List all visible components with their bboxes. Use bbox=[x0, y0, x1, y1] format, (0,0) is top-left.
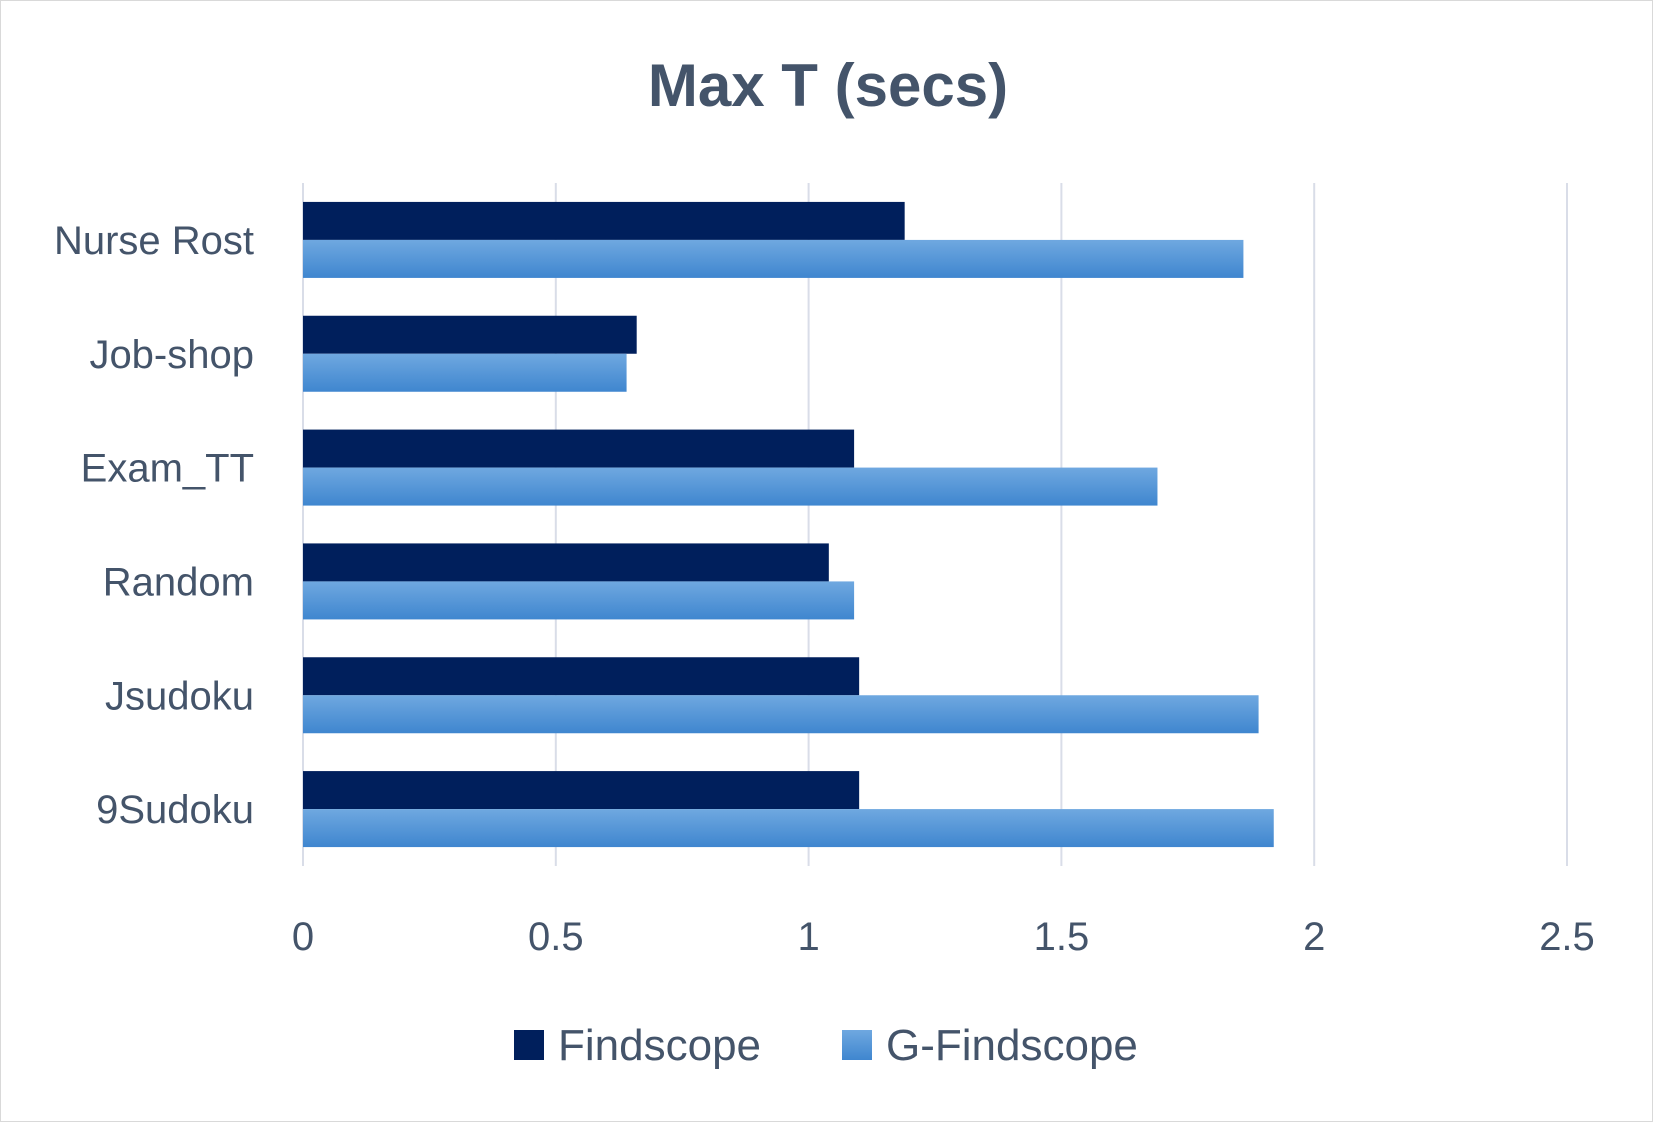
legend-label-g-findscope: G-Findscope bbox=[886, 1021, 1138, 1070]
x-tick-label-2-5: 2.5 bbox=[1539, 915, 1595, 959]
legend-label-findscope: Findscope bbox=[558, 1021, 761, 1070]
bar-g-findscope-9sudoku bbox=[303, 809, 1274, 848]
bar-g-findscope-jsudoku bbox=[303, 695, 1259, 734]
category-label-exam-tt: Exam_TT bbox=[81, 447, 254, 491]
bars bbox=[303, 201, 1274, 848]
x-tick-label-0: 0 bbox=[292, 915, 314, 959]
category-label-nurse-rost: Nurse Rost bbox=[54, 219, 254, 263]
category-label-random: Random bbox=[103, 560, 254, 604]
x-tick-label-2: 2 bbox=[1303, 915, 1325, 959]
x-tick-label-1: 1 bbox=[797, 915, 819, 959]
category-labels: Nurse Rost Job-shop Exam_TT Random Jsudoku 9S… bbox=[54, 219, 254, 832]
chart-title: Max T (secs) bbox=[648, 52, 1008, 119]
x-tick-label-1-5: 1.5 bbox=[1034, 915, 1090, 959]
bar-g-findscope-random bbox=[303, 581, 855, 620]
legend-swatch-findscope bbox=[514, 1030, 544, 1060]
bar-g-findscope-job-shop bbox=[303, 353, 627, 392]
bar-findscope-random bbox=[303, 543, 829, 582]
category-label-jsudoku: Jsudoku bbox=[105, 674, 254, 718]
grid-lines bbox=[302, 183, 1568, 866]
category-label-job-shop: Job-shop bbox=[89, 333, 254, 377]
x-axis-ticks: 0 0.5 1 1.5 2 2.5 bbox=[292, 915, 1595, 959]
bar-findscope-jsudoku bbox=[303, 657, 860, 696]
legend: Findscope G-Findscope bbox=[514, 1021, 1138, 1070]
bar-g-findscope-nurse-rost bbox=[303, 239, 1244, 278]
bar-findscope-9sudoku bbox=[303, 771, 860, 810]
x-tick-label-0-5: 0.5 bbox=[528, 915, 584, 959]
bar-g-findscope-exam-tt bbox=[303, 467, 1158, 506]
bar-findscope-job-shop bbox=[303, 315, 637, 354]
legend-swatch-g-findscope bbox=[842, 1030, 872, 1060]
bar-findscope-nurse-rost bbox=[303, 201, 905, 240]
bar-findscope-exam-tt bbox=[303, 429, 855, 468]
category-label-9sudoku: 9Sudoku bbox=[96, 788, 254, 832]
